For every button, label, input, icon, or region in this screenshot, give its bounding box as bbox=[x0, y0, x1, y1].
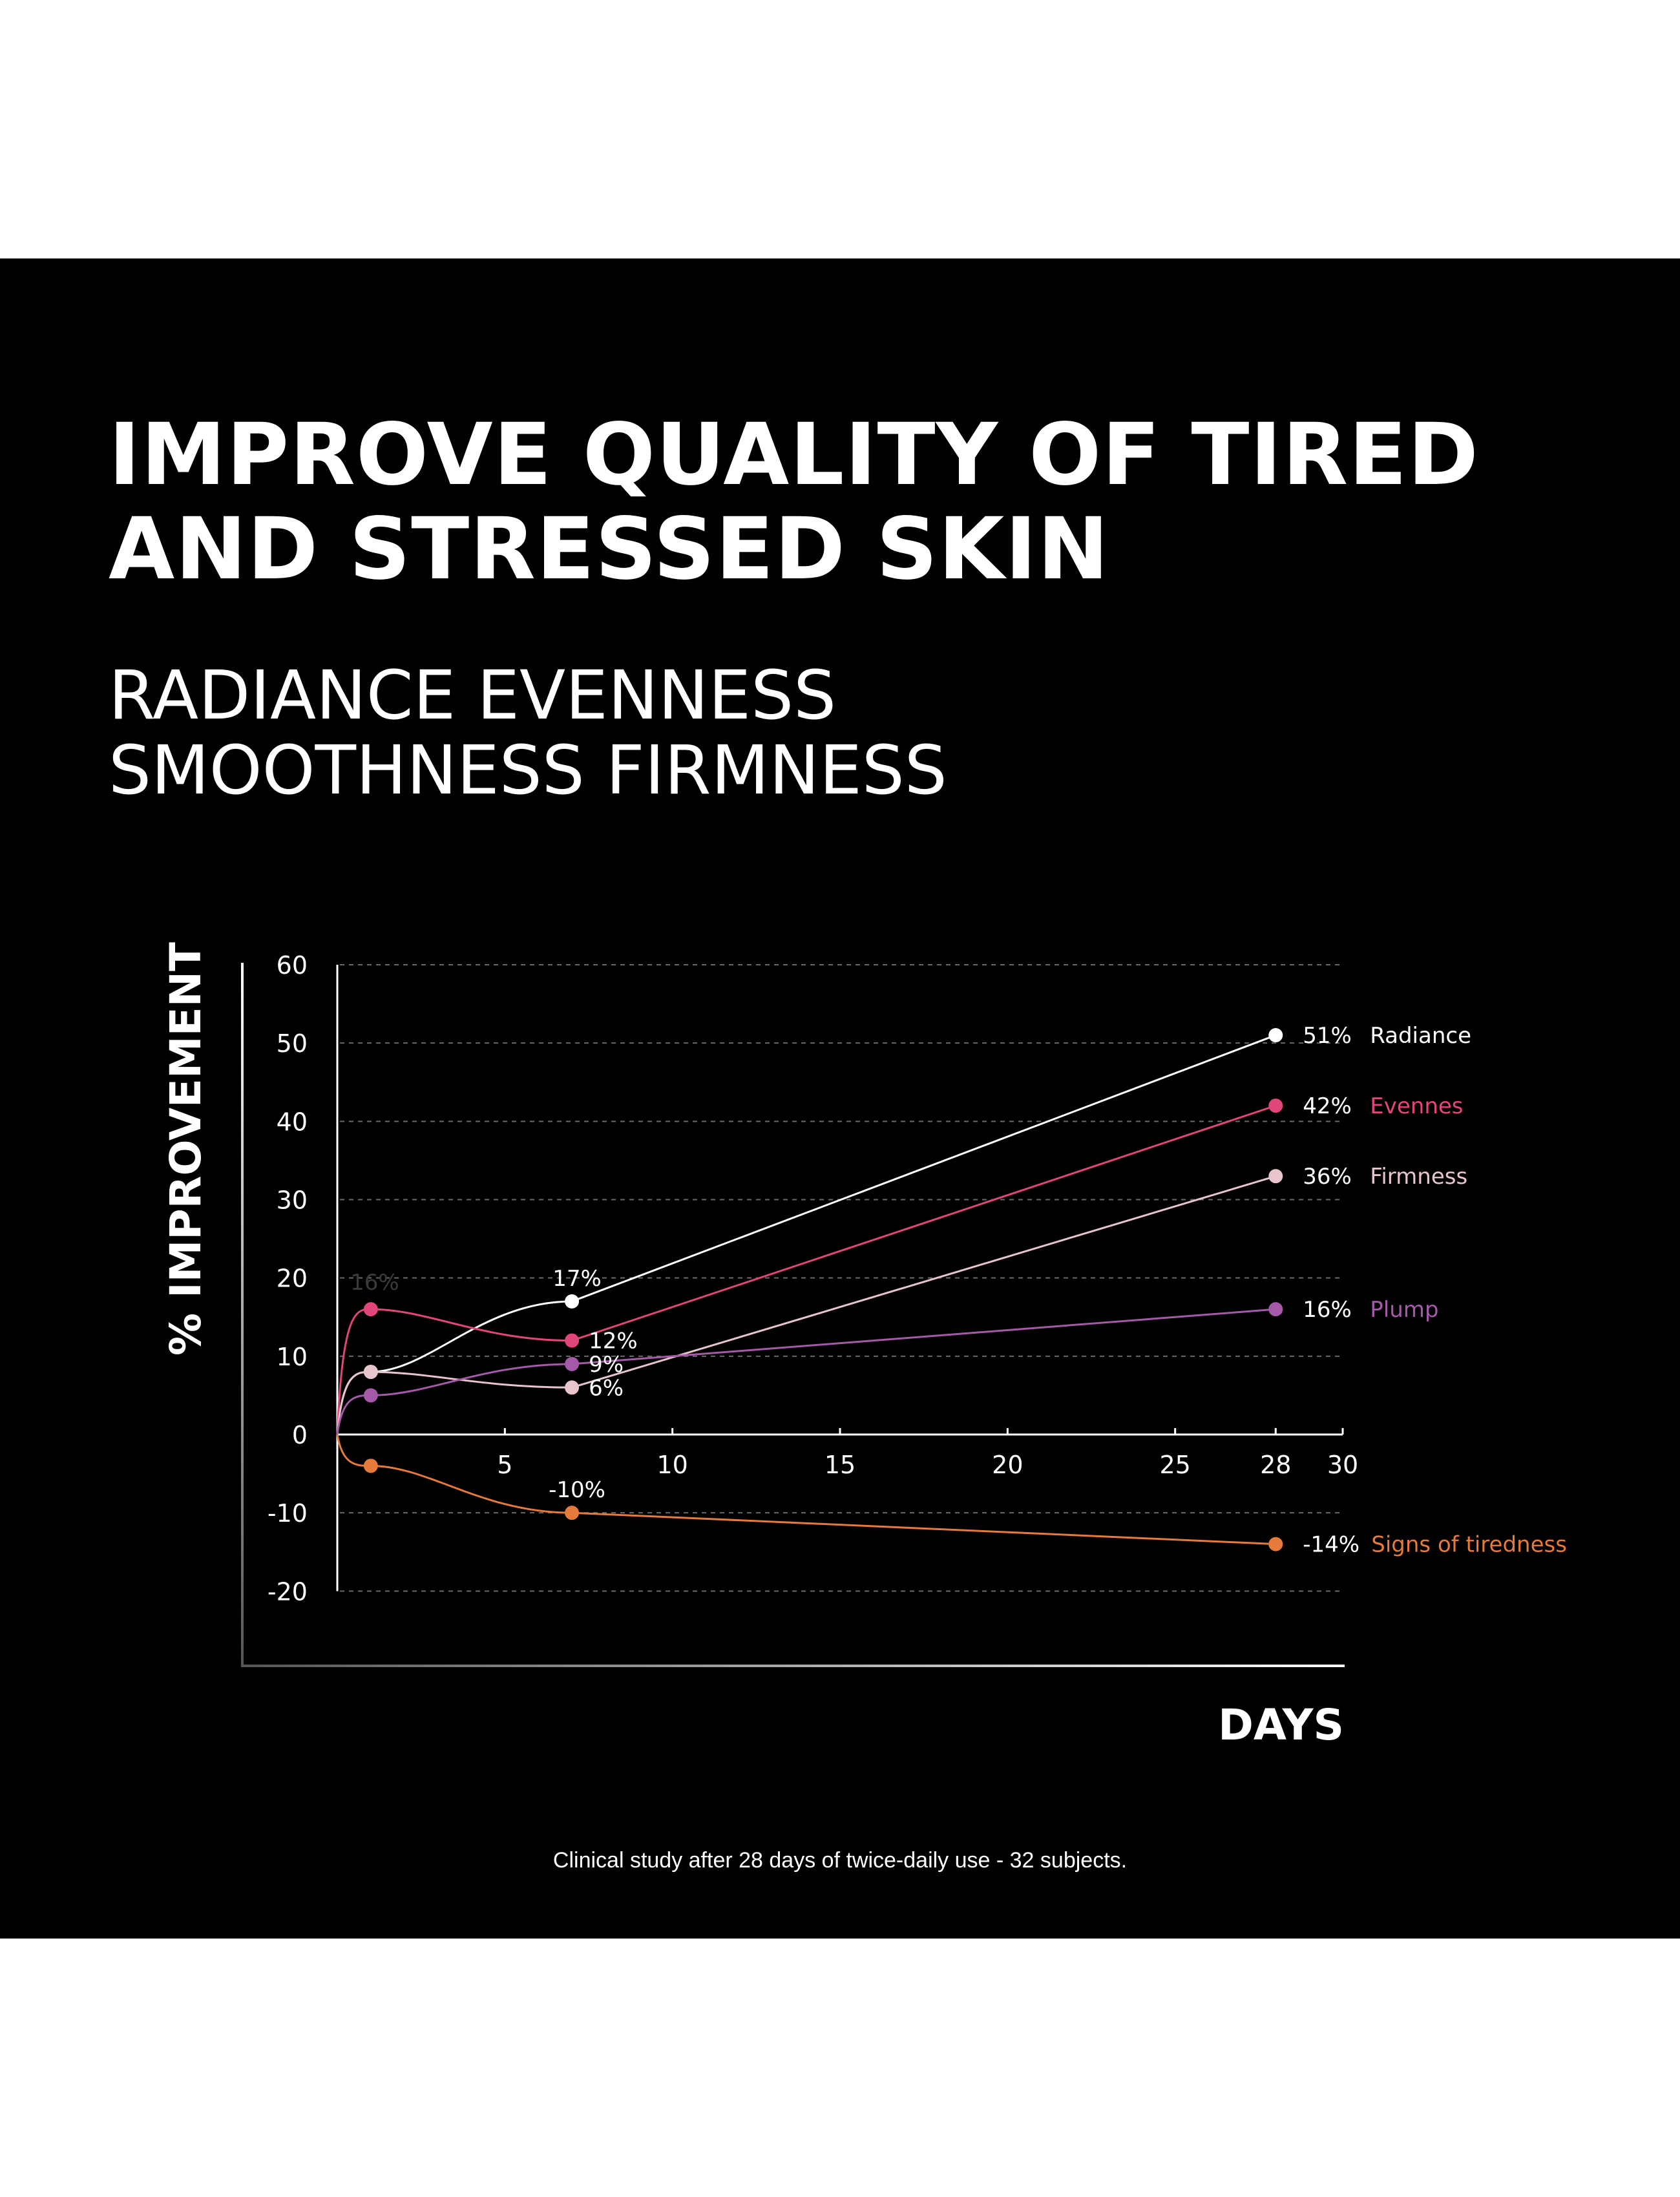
series-name-label: Evennes bbox=[1370, 1093, 1463, 1119]
data-point bbox=[1268, 1028, 1283, 1043]
data-point bbox=[363, 1365, 378, 1380]
data-point bbox=[565, 1506, 580, 1520]
data-point bbox=[363, 1388, 378, 1403]
data-point bbox=[363, 1302, 378, 1317]
y-tick-label: 20 bbox=[277, 1265, 308, 1293]
series-lines bbox=[336, 1028, 1283, 1551]
data-label: 51% bbox=[1303, 1023, 1352, 1049]
x-tick-label: 20 bbox=[992, 1451, 1023, 1479]
outer-frame-bottom bbox=[241, 1665, 1345, 1667]
data-point bbox=[565, 1294, 580, 1309]
series-line bbox=[336, 1175, 1276, 1435]
data-point bbox=[565, 1333, 580, 1348]
data-point bbox=[1268, 1098, 1283, 1113]
y-tick-label: 10 bbox=[277, 1343, 308, 1371]
data-label: 42% bbox=[1303, 1093, 1352, 1119]
data-label: 16% bbox=[1303, 1297, 1352, 1323]
grid-lines bbox=[340, 964, 1343, 1592]
y-tick-label: -20 bbox=[268, 1577, 308, 1606]
data-label: 16% bbox=[350, 1270, 399, 1296]
data-point bbox=[1268, 1302, 1283, 1317]
data-label: 12% bbox=[589, 1329, 638, 1354]
x-tick-label: 30 bbox=[1327, 1451, 1358, 1479]
data-point bbox=[565, 1380, 580, 1395]
data-label: 9% bbox=[589, 1352, 624, 1378]
data-point bbox=[565, 1356, 580, 1371]
series-name-label: Signs of tiredness bbox=[1371, 1532, 1567, 1558]
series-name-label: Plump bbox=[1370, 1297, 1438, 1323]
data-point bbox=[363, 1458, 378, 1473]
y-tick-label: 50 bbox=[277, 1029, 308, 1058]
data-label: 17% bbox=[552, 1266, 602, 1292]
y-tick-label: -10 bbox=[268, 1499, 308, 1528]
y-tick-label: 0 bbox=[292, 1421, 308, 1449]
x-axis-label: DAYS bbox=[1218, 1700, 1344, 1750]
axes bbox=[241, 963, 1345, 1667]
series-line bbox=[336, 1434, 1276, 1546]
y-tick-label: 60 bbox=[277, 951, 308, 980]
page-title-line-2: AND STRESSED SKIN bbox=[109, 499, 1109, 599]
outer-frame-left bbox=[241, 963, 244, 1667]
data-label: -10% bbox=[549, 1477, 605, 1503]
data-label: -14% bbox=[1303, 1532, 1360, 1558]
series-name-label: Radiance bbox=[1370, 1023, 1471, 1049]
x-tick-label: 5 bbox=[497, 1451, 512, 1479]
y-tick-label: 40 bbox=[277, 1108, 308, 1136]
data-point bbox=[1268, 1537, 1283, 1551]
data-label: 6% bbox=[589, 1375, 624, 1401]
series-line bbox=[336, 1308, 1276, 1435]
footnote: Clinical study after 28 days of twice-da… bbox=[552, 1848, 1128, 1873]
data-label: 36% bbox=[1303, 1164, 1352, 1190]
tick-labels: 60 50 40 30 20 10 0 -10 -20 5 10 15 20 25 28 30 bbox=[268, 951, 1358, 1606]
y-axis-label: % IMPROVEMENT bbox=[161, 942, 211, 1356]
subtitle-line-1: RADIANCE EVENNESS bbox=[109, 656, 837, 735]
y-tick-label: 30 bbox=[277, 1186, 308, 1215]
x-tick-label: 28 bbox=[1260, 1451, 1291, 1479]
page-title-line-1: IMPROVE QUALITY OF TIRED bbox=[109, 405, 1479, 505]
x-tick-label: 10 bbox=[656, 1451, 688, 1479]
subtitle-line-2: SMOOTHNESS FIRMNESS bbox=[109, 731, 947, 810]
series-name-label: Firmness bbox=[1370, 1164, 1467, 1190]
series-line bbox=[336, 1104, 1276, 1435]
x-tick-label: 25 bbox=[1159, 1451, 1190, 1479]
data-point bbox=[1268, 1169, 1283, 1184]
x-tick-label: 15 bbox=[824, 1451, 856, 1479]
data-labels: 17% 51% Radiance 16% 12% 42% Evennes 6% 36% Firmn… bbox=[350, 1023, 1567, 1558]
chart-panel bbox=[0, 258, 1680, 1939]
